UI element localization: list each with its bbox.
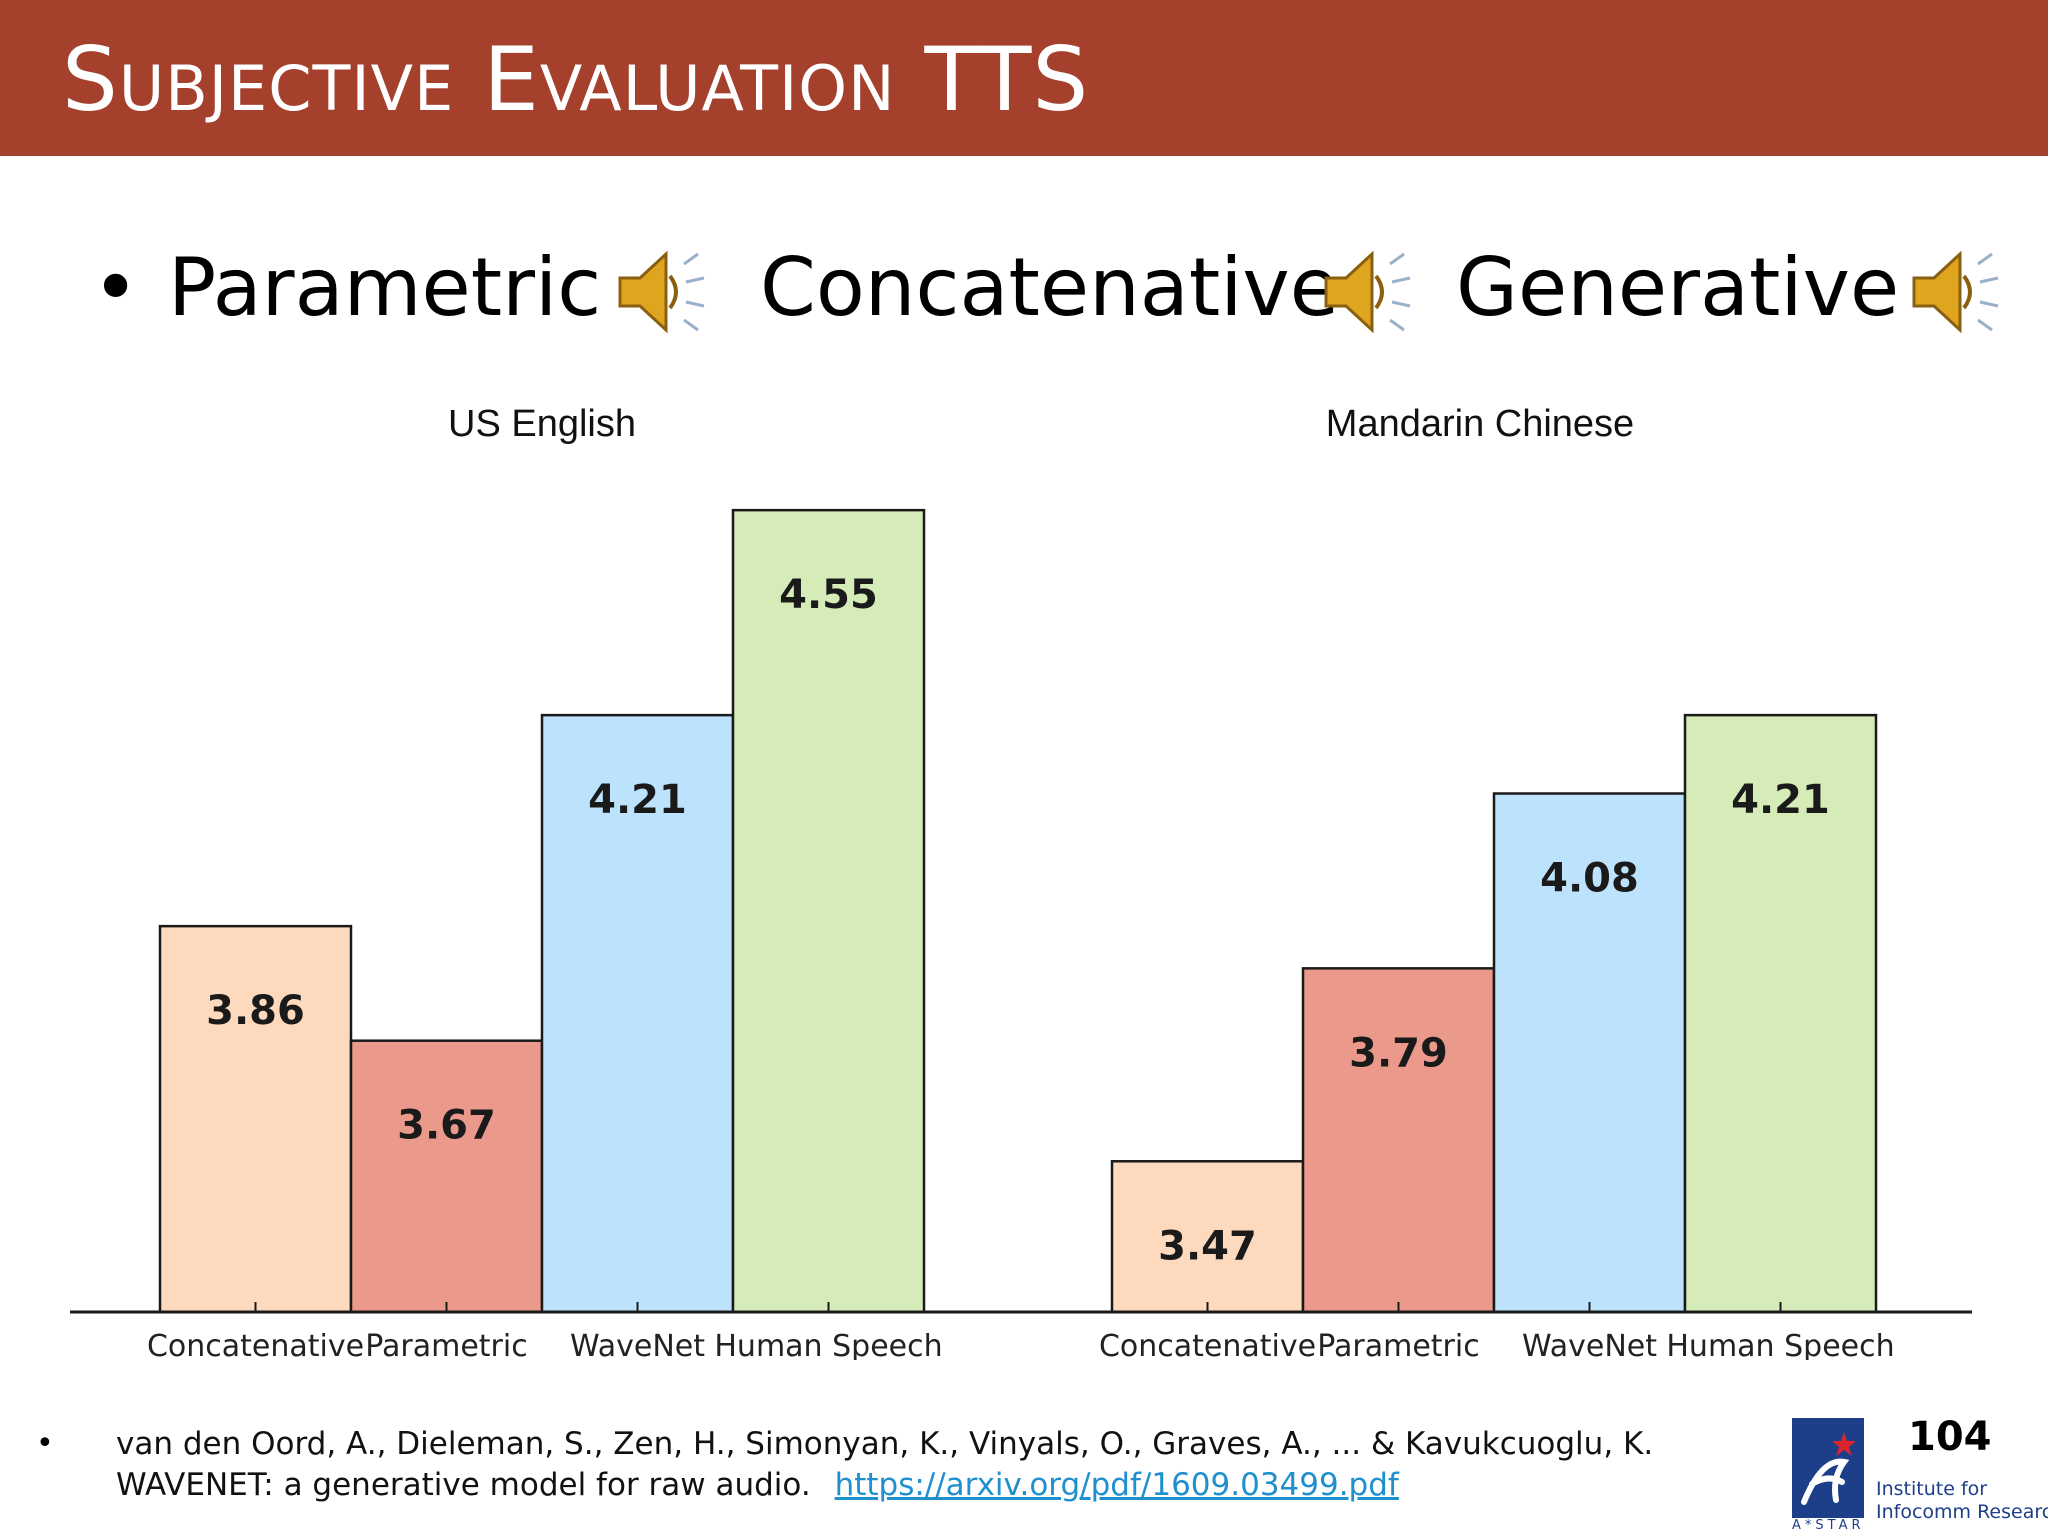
x-tick-label: Concatenative	[1099, 1329, 1316, 1360]
x-tick-label: Concatenative	[147, 1329, 364, 1360]
bar-concatenative	[158, 924, 353, 1314]
data-label: 3.79	[1349, 1030, 1448, 1076]
chart-title: US English	[448, 403, 636, 445]
bar-parametric	[349, 1039, 544, 1314]
bar-parametric	[1301, 967, 1496, 1314]
bar-human-speech	[1683, 713, 1878, 1314]
audio-label-parametric: Parametric	[168, 241, 602, 334]
x-tick-label: Parametric	[365, 1329, 527, 1360]
reference-text: van den Oord, A., Dieleman, S., Zen, H.,…	[116, 1424, 1716, 1506]
reference-bullet: •	[36, 1426, 54, 1461]
bullet-point: •	[92, 241, 140, 334]
data-label: 3.47	[1158, 1223, 1257, 1269]
data-label: 3.67	[397, 1103, 496, 1149]
logo-text: Institute for Infocomm Research	[1876, 1478, 2048, 1524]
mos-charts: US English 3.86 Concatenative 3.67 Parametri…	[0, 380, 2048, 1360]
x-tick-label: WaveNet	[1522, 1329, 1657, 1360]
x-tick-label: Human Speech	[714, 1329, 942, 1360]
x-tick-label: Parametric	[1317, 1329, 1479, 1360]
bar-wavenet	[1492, 792, 1687, 1314]
logo-subtext: A*STAR	[1792, 1518, 1865, 1533]
data-label: 4.21	[1731, 777, 1830, 823]
data-label: 3.86	[206, 988, 305, 1034]
chart-title: Mandarin Chinese	[1326, 403, 1634, 445]
logo-text-line2: Infocomm Research	[1876, 1501, 2048, 1523]
page-number: 104	[1908, 1414, 1992, 1460]
logo-text-line1: Institute for	[1876, 1478, 1988, 1500]
speaker-icon[interactable]	[1904, 242, 2004, 342]
bar-wavenet	[540, 713, 735, 1314]
audio-label-generative: Generative	[1456, 241, 1900, 334]
reference-title-line: WAVENET: a generative model for raw audi…	[116, 1465, 1716, 1506]
audio-label-concatenative: Concatenative	[760, 241, 1339, 334]
speaker-icon[interactable]	[1316, 242, 1416, 342]
bar-human-speech	[731, 508, 926, 1314]
data-label: 4.21	[588, 777, 687, 823]
astar-logo-icon	[1792, 1418, 1864, 1518]
reference-authors: van den Oord, A., Dieleman, S., Zen, H.,…	[116, 1426, 1654, 1462]
reference-title: WAVENET: a generative model for raw audi…	[116, 1467, 811, 1503]
audio-samples-row: • Parametric Concatenative Generative	[86, 238, 2026, 348]
data-label: 4.08	[1540, 856, 1639, 902]
x-tick-label: WaveNet	[570, 1329, 705, 1360]
institute-logo: Institute for Infocomm Research A*STAR	[1788, 1414, 2048, 1534]
x-tick-label: Human Speech	[1666, 1329, 1894, 1360]
data-label: 4.55	[779, 572, 878, 618]
bar-charts: US English 3.86 Concatenative 3.67 Parametri…	[70, 403, 1972, 1360]
slide-title: Subjective Evaluation TTS	[62, 28, 1090, 131]
speaker-icon[interactable]	[610, 242, 710, 342]
slide-header: Subjective Evaluation TTS	[0, 0, 2048, 156]
reference-link[interactable]: https://arxiv.org/pdf/1609.03499.pdf	[834, 1467, 1399, 1503]
